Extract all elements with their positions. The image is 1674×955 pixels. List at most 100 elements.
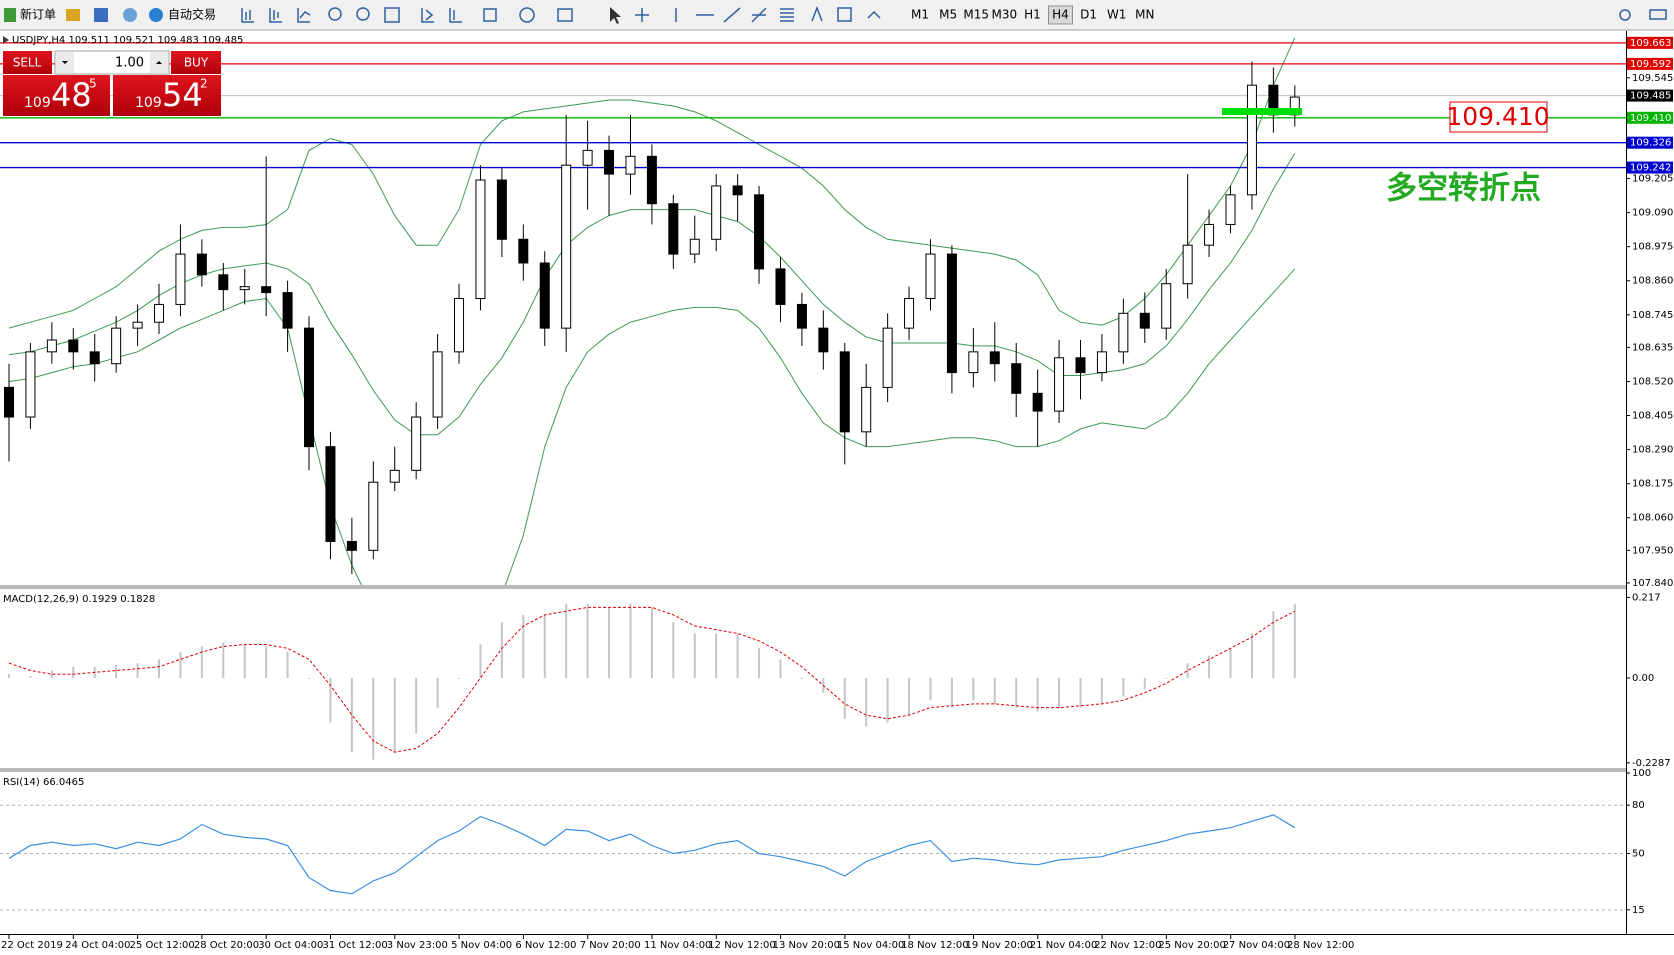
timeframe-button[interactable]: H4 <box>1052 8 1069 22</box>
time-label: 24 Oct 04:00 <box>65 940 130 951</box>
candle-body <box>625 155 636 175</box>
candle-body <box>239 286 250 291</box>
buy-label[interactable]: BUY <box>184 56 209 70</box>
sell-price-prefix: 109 <box>24 95 51 111</box>
y-tick-label: 80 <box>1632 800 1645 811</box>
icon[interactable] <box>751 7 767 23</box>
candle-body <box>861 386 872 433</box>
candle-body <box>432 351 443 418</box>
candle-body <box>1075 357 1086 374</box>
y-tick-label: 108.745 <box>1632 310 1673 321</box>
candle-body <box>946 253 957 374</box>
auto-trading-label[interactable]: 自动交易 <box>168 7 216 22</box>
time-label: 22 Nov 12:00 <box>1094 940 1161 951</box>
candle-body <box>411 416 422 471</box>
bollinger-lower <box>8 268 1296 585</box>
icon[interactable] <box>328 7 342 21</box>
candle-body <box>1139 312 1150 329</box>
timeframe-bar: M1 M5 M15 M30 H1 H4 D1 W1 MN <box>911 5 1154 25</box>
new-order-button[interactable]: 新订单 <box>4 7 56 23</box>
icon[interactable] <box>635 8 649 22</box>
time-label: 15 Nov 04:00 <box>837 940 904 951</box>
candle-body <box>689 238 700 255</box>
timeframe-button[interactable]: W1 <box>1107 8 1127 22</box>
candle-body <box>1032 392 1043 412</box>
icon[interactable] <box>269 8 282 23</box>
panel-separator <box>0 768 1626 772</box>
buy-price-box[interactable] <box>113 75 221 116</box>
icon[interactable] <box>867 10 881 19</box>
icon[interactable] <box>94 8 108 22</box>
candle-body <box>304 327 315 448</box>
candle-body <box>346 540 357 551</box>
y-tick-label: 108.975 <box>1632 242 1673 253</box>
icon[interactable] <box>297 8 311 23</box>
time-label: 13 Nov 20:00 <box>773 940 840 951</box>
time-label: 21 Nov 04:00 <box>1030 940 1097 951</box>
icon[interactable] <box>837 7 852 22</box>
icon[interactable] <box>519 7 535 23</box>
buy-button[interactable] <box>171 51 221 74</box>
icon[interactable] <box>449 8 462 23</box>
price-label: 109.485 <box>1630 91 1671 102</box>
y-tick-label: 108.060 <box>1632 513 1673 524</box>
candle-body <box>1182 244 1193 285</box>
timeframe-button[interactable]: D1 <box>1080 8 1097 22</box>
icon[interactable] <box>241 8 254 23</box>
volume-field[interactable] <box>54 50 170 75</box>
time-label: 22 Oct 2019 <box>1 940 63 951</box>
candle-body <box>46 339 57 353</box>
timeframe-button[interactable]: M15 <box>963 8 989 22</box>
timeframe-button[interactable]: M30 <box>991 8 1017 22</box>
icon[interactable] <box>557 8 573 22</box>
timeframe-button[interactable]: H1 <box>1024 8 1041 22</box>
new-order-label[interactable]: 新订单 <box>20 7 56 22</box>
auto-trading-button[interactable]: 自动交易 <box>149 7 216 23</box>
overlay: 109.410 多空转折点 USDJPY,H4 109.511 109.521 … <box>3 35 1550 788</box>
candle-body <box>132 321 143 329</box>
time-label: 19 Nov 20:00 <box>966 940 1033 951</box>
icon[interactable] <box>1649 9 1667 20</box>
volume-value[interactable]: 1.00 <box>115 56 144 71</box>
rsi-line <box>8 814 1296 895</box>
icon[interactable] <box>66 9 80 21</box>
candle-body <box>25 351 36 418</box>
icon[interactable] <box>384 7 400 23</box>
candle-body <box>775 268 786 305</box>
candle-body <box>1118 312 1129 353</box>
icon[interactable] <box>610 7 621 24</box>
y-tick-label: 108.175 <box>1632 479 1673 490</box>
sell-price-box[interactable] <box>3 75 110 116</box>
icon[interactable] <box>421 8 434 23</box>
icon[interactable] <box>483 8 497 22</box>
time-label: 25 Oct 12:00 <box>130 940 195 951</box>
icon[interactable] <box>1619 9 1631 21</box>
sell-label[interactable]: SELL <box>13 56 42 70</box>
candle-body <box>389 469 400 483</box>
candle-body <box>154 303 165 323</box>
y-tick-label: -0.2287 <box>1632 758 1671 769</box>
candle-body <box>1246 84 1257 196</box>
icon[interactable] <box>723 7 741 23</box>
timeframe-button[interactable]: MN <box>1135 8 1154 22</box>
axes: 22 Oct 2019 24 Oct 04:00 25 Oct 12:00 28 Oc… <box>0 31 1674 951</box>
timeframe-button[interactable]: M1 <box>911 8 929 22</box>
y-tick-label: 50 <box>1632 849 1645 860</box>
line-label-box <box>1627 161 1673 174</box>
sell-button[interactable] <box>3 51 52 74</box>
icon[interactable] <box>356 7 370 21</box>
icon[interactable] <box>811 5 823 22</box>
buy-price-main: 54 <box>162 76 203 114</box>
candle-body <box>1161 283 1172 329</box>
candle-body <box>454 298 465 353</box>
icon <box>149 8 163 22</box>
timeframe-button[interactable]: M5 <box>939 8 957 22</box>
main-plot <box>0 37 1626 585</box>
candle-body <box>368 481 379 551</box>
time-label: 25 Nov 20:00 <box>1158 940 1225 951</box>
y-tick-label: 0.00 <box>1632 673 1654 684</box>
icon[interactable] <box>780 8 794 22</box>
icon[interactable] <box>123 8 137 22</box>
toolbar-icons[interactable] <box>241 5 1667 24</box>
